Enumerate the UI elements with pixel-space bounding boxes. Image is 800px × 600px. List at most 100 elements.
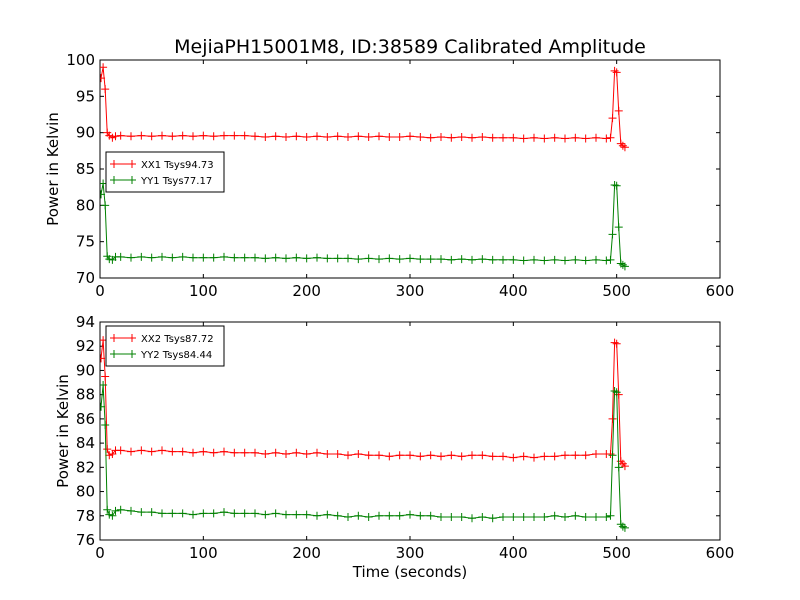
data-point bbox=[620, 462, 629, 471]
data-point bbox=[620, 143, 629, 152]
data-point bbox=[457, 452, 466, 461]
y-tick-label: 75 bbox=[76, 233, 95, 251]
data-point bbox=[271, 448, 280, 457]
data-point bbox=[385, 133, 394, 142]
data-point bbox=[457, 133, 466, 142]
data-point bbox=[550, 133, 559, 142]
data-point bbox=[519, 512, 528, 521]
data-point bbox=[581, 512, 590, 521]
data-point bbox=[101, 420, 110, 429]
data-point bbox=[282, 510, 290, 519]
data-point bbox=[147, 508, 156, 517]
data-point bbox=[302, 254, 311, 263]
data-point bbox=[230, 253, 239, 262]
data-point bbox=[261, 254, 270, 263]
data-point bbox=[602, 512, 611, 521]
data-point bbox=[364, 512, 373, 521]
data-point bbox=[240, 448, 249, 457]
data-point bbox=[302, 133, 311, 142]
data-point bbox=[313, 132, 321, 141]
data-point bbox=[610, 66, 619, 75]
data-point bbox=[209, 509, 218, 518]
legend: XX1 Tsys94.73 YY1 Tsys77.17 bbox=[105, 151, 225, 193]
data-point bbox=[302, 450, 311, 459]
data-point bbox=[220, 447, 228, 456]
data-point bbox=[168, 253, 177, 262]
y-tick-label: 78 bbox=[76, 507, 95, 525]
data-point bbox=[488, 514, 497, 523]
data-point bbox=[137, 508, 146, 517]
data-point bbox=[610, 338, 619, 347]
chart-title: MejiaPH15001M8, ID:38589 Calibrated Ampl… bbox=[174, 36, 646, 58]
data-point bbox=[457, 255, 466, 264]
data-point bbox=[375, 255, 383, 264]
data-point bbox=[137, 446, 146, 455]
data-point bbox=[608, 114, 617, 123]
data-point bbox=[468, 451, 476, 460]
data-point bbox=[530, 255, 538, 264]
data-point bbox=[447, 133, 456, 142]
data-point bbox=[240, 253, 249, 262]
data-point bbox=[158, 131, 166, 140]
data-point bbox=[137, 252, 146, 261]
data-point bbox=[375, 451, 383, 460]
data-point bbox=[416, 452, 425, 461]
data-point bbox=[395, 255, 404, 264]
data-point bbox=[292, 253, 301, 262]
data-point bbox=[437, 133, 445, 142]
legend-marker bbox=[128, 176, 136, 184]
y-tick-label: 90 bbox=[76, 124, 95, 142]
data-point bbox=[168, 132, 177, 141]
x-tick-label: 300 bbox=[396, 282, 425, 300]
data-point bbox=[606, 511, 615, 520]
data-point bbox=[416, 133, 425, 142]
data-point bbox=[220, 252, 228, 261]
data-point bbox=[550, 511, 559, 520]
data-point bbox=[189, 132, 197, 141]
data-point bbox=[608, 230, 617, 239]
data-point bbox=[571, 511, 580, 520]
data-point bbox=[612, 68, 621, 77]
data-point bbox=[509, 133, 518, 142]
data-point bbox=[158, 252, 166, 261]
data-point bbox=[606, 255, 615, 264]
data-point bbox=[608, 414, 617, 423]
data-point bbox=[581, 451, 590, 460]
data-point bbox=[178, 131, 187, 140]
data-point bbox=[313, 511, 321, 520]
x-tick-label: 200 bbox=[292, 544, 321, 562]
data-point bbox=[344, 512, 352, 521]
y-tick-label: 90 bbox=[76, 361, 95, 379]
data-point bbox=[271, 253, 280, 262]
data-point bbox=[127, 132, 135, 141]
y-tick-label: 80 bbox=[76, 483, 95, 501]
legend-marker bbox=[110, 160, 118, 168]
data-point bbox=[323, 450, 332, 459]
data-point bbox=[610, 180, 619, 189]
data-point bbox=[447, 255, 456, 264]
data-point bbox=[592, 133, 600, 142]
data-point bbox=[100, 63, 108, 72]
data-point bbox=[581, 134, 590, 143]
data-point bbox=[426, 451, 435, 460]
data-point bbox=[614, 223, 623, 232]
y-tick-label: 94 bbox=[76, 313, 95, 331]
data-point bbox=[108, 511, 117, 520]
data-point bbox=[282, 450, 290, 459]
data-point bbox=[478, 512, 487, 521]
data-point bbox=[282, 133, 290, 142]
data-point bbox=[168, 447, 177, 456]
data-point bbox=[561, 134, 569, 143]
data-point bbox=[618, 141, 627, 150]
data-point bbox=[457, 512, 466, 521]
legend-marker bbox=[128, 350, 136, 358]
data-point bbox=[323, 133, 332, 142]
data-point bbox=[189, 510, 197, 519]
data-point bbox=[519, 452, 528, 461]
data-point bbox=[354, 450, 363, 459]
data-point bbox=[618, 260, 627, 269]
data-point bbox=[540, 452, 549, 461]
data-point bbox=[158, 509, 166, 518]
data-point bbox=[313, 448, 321, 457]
data-point bbox=[354, 255, 363, 264]
